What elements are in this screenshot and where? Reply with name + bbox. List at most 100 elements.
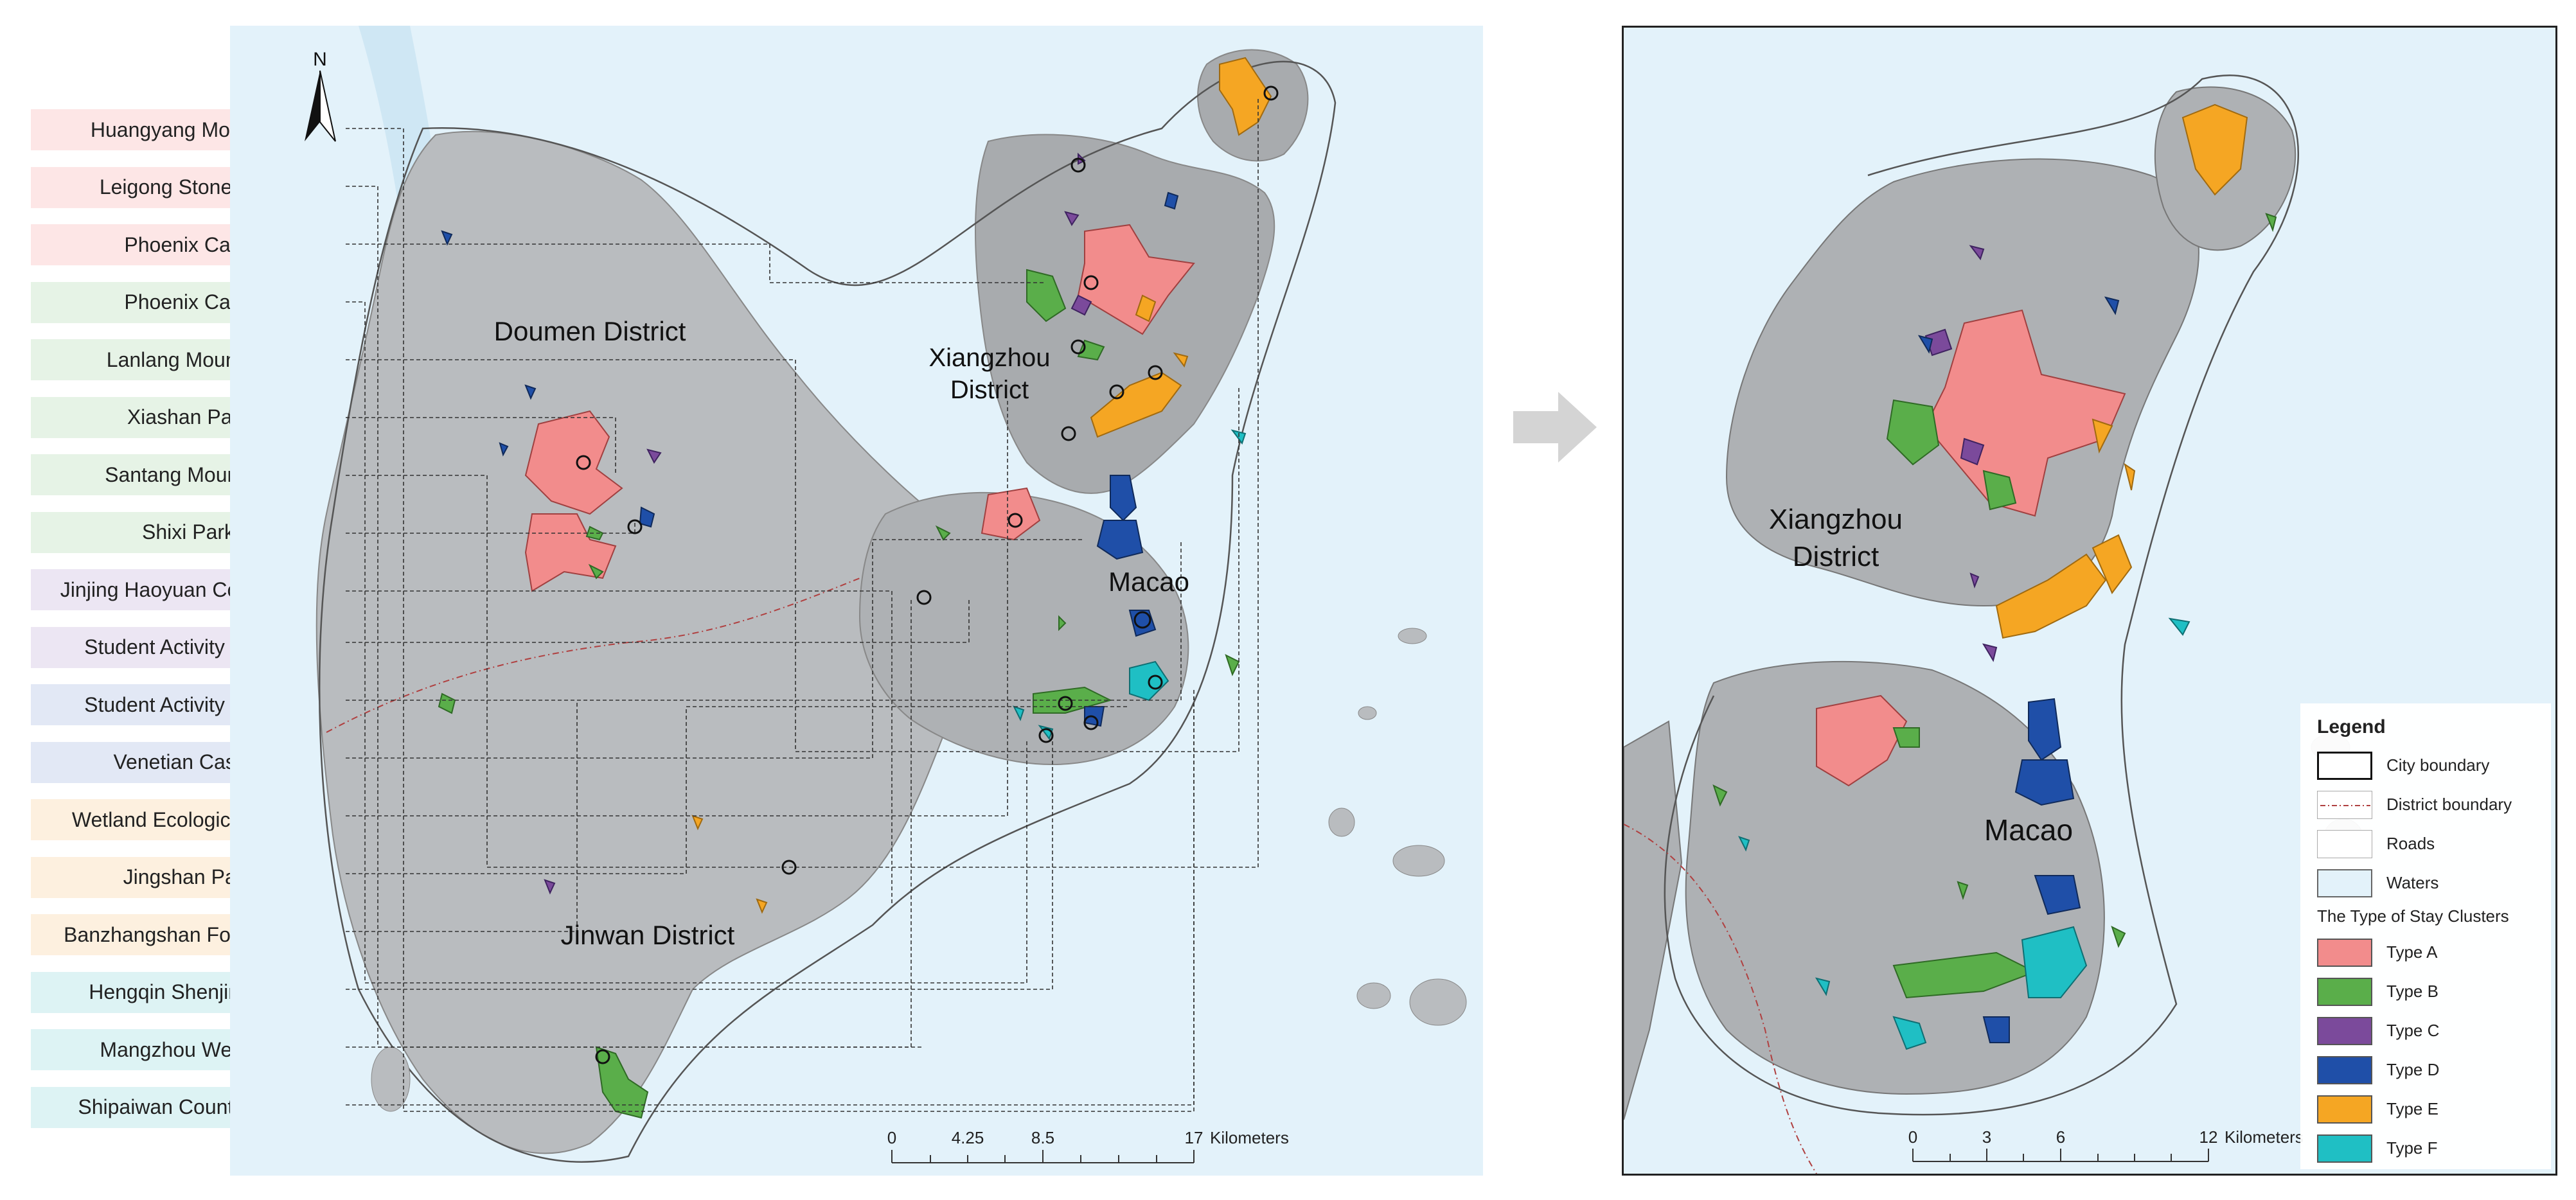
legend-swatch: [2317, 1055, 2372, 1084]
cluster-type-c: [1960, 437, 1985, 466]
district-label-jinwan: Jinwan District: [561, 920, 735, 950]
cluster-type-e: [1173, 352, 1189, 368]
cluster-type-b: [1957, 881, 1969, 901]
location-marker: [1083, 275, 1099, 290]
scale-tick: 4.25: [952, 1128, 984, 1147]
city-boundary: [1664, 75, 2299, 1116]
location-marker: [1263, 85, 1279, 101]
cluster-type-b: [1058, 615, 1067, 631]
scale-tick: 12: [2199, 1127, 2218, 1147]
cluster-type-c: [1064, 211, 1079, 226]
cluster-type-d: [1917, 335, 1933, 354]
district-label-xiangzhou: District: [950, 376, 1029, 404]
location-marker: [1133, 611, 1151, 629]
location-marker: [1008, 513, 1023, 528]
island: [1328, 807, 1355, 837]
legend-swatch: [2317, 751, 2372, 780]
cluster-type-d: [1110, 475, 1137, 522]
cluster-type-b: [1886, 399, 1940, 466]
legend-swatch: [2317, 977, 2372, 1006]
cluster-type-f: [1892, 1016, 1927, 1050]
location-marker: [1148, 675, 1163, 690]
legend-swatch: [2317, 1095, 2372, 1124]
cluster-type-b: [1982, 470, 2017, 511]
legend-label: Type D: [2386, 1060, 2440, 1079]
legend-swatch: [2317, 1134, 2372, 1163]
scale-bar: [1912, 1149, 2209, 1162]
legend-item: Type D: [2300, 1050, 2551, 1090]
cluster-type-d: [499, 442, 509, 457]
cluster-type-c: [1070, 294, 1092, 316]
cluster-type-f: [1815, 977, 1831, 996]
island: [1398, 628, 1427, 644]
cluster-type-e: [2092, 418, 2113, 454]
legend-swatch: [2317, 938, 2372, 967]
island: [371, 1046, 411, 1112]
island: [1409, 978, 1467, 1026]
location-marker: [576, 455, 591, 470]
district-label-doumen: Doumen District: [494, 316, 686, 346]
district-label-xiangzhou: Xiangzhou: [928, 344, 1050, 372]
location-marker: [1109, 384, 1124, 400]
cluster-type-d: [2028, 698, 2062, 761]
cluster-type-c: [1969, 245, 1985, 261]
cluster-type-a: [1077, 224, 1195, 335]
cluster-type-d: [441, 230, 453, 246]
location-marker: [916, 590, 932, 605]
legend-label: Type E: [2386, 1099, 2438, 1118]
cluster-type-e: [2181, 103, 2248, 196]
north-arrow-icon: [305, 70, 336, 142]
island: [1356, 982, 1391, 1009]
legend-swatch: [2317, 829, 2372, 858]
legend-item: District boundary: [2300, 785, 2551, 824]
scale-tick: 0: [1908, 1127, 1917, 1147]
cluster-type-a: [981, 487, 1041, 541]
city-boundary: [318, 60, 1337, 1163]
scale-bar: [891, 1150, 1195, 1163]
cluster-type-a: [524, 410, 623, 515]
landmass-macao-hengqin: [1685, 660, 2105, 1095]
overview-map: N Doumen District Xiangzhou District Mac…: [230, 26, 1483, 1176]
location-marker: [595, 1049, 610, 1064]
legend-swatch: [2317, 1016, 2372, 1045]
legend-item: Type F: [2300, 1129, 2551, 1168]
cluster-type-e: [1090, 371, 1182, 438]
landmass-west: [315, 130, 990, 1154]
landmass-hengqin: [858, 491, 1189, 766]
cluster-type-d: [1982, 1016, 2010, 1043]
cluster-type-c: [1982, 643, 1998, 662]
scale-unit: Kilometers: [1210, 1128, 1289, 1147]
legend-label: District boundary: [2386, 795, 2512, 814]
legend-title: Legend: [2317, 716, 2386, 737]
cluster-type-d: [524, 384, 537, 400]
cluster-type-d: [2034, 875, 2081, 915]
cluster-type-a: [1816, 694, 1908, 787]
location-marker: [1038, 728, 1054, 743]
cluster-type-c: [646, 448, 662, 464]
cluster-type-e: [1135, 294, 1157, 322]
location-marker: [781, 860, 797, 875]
island: [1358, 706, 1377, 720]
legend-label: Type C: [2386, 1021, 2440, 1040]
district-label-macao: Macao: [1984, 813, 2073, 847]
cluster-type-f: [2021, 926, 2088, 998]
legend-swatch: [2317, 790, 2372, 819]
cluster-type-b: [588, 563, 604, 579]
location-marker: [1061, 426, 1076, 441]
district-label-xiangzhou: District: [1793, 541, 1879, 572]
cluster-type-c: [544, 879, 556, 895]
cluster-type-c: [1969, 572, 1980, 589]
district-boundary: [326, 578, 860, 733]
cluster-type-d: [2014, 759, 2075, 806]
location-marker: [1070, 339, 1086, 355]
cluster-type-f: [1013, 705, 1025, 721]
scale-tick: 8.5: [1031, 1128, 1054, 1147]
legend-item: Type E: [2300, 1090, 2551, 1129]
cluster-type-f: [2168, 617, 2190, 636]
cluster-type-b: [2111, 926, 2126, 948]
cluster-type-e: [1995, 553, 2107, 639]
map-legend: Legend City boundary District boundary Roa…: [2300, 703, 2551, 1169]
legend-label: Type B: [2386, 982, 2438, 1001]
leader-lines: [346, 96, 1259, 1112]
scale-unit: Kilometers: [2225, 1127, 2304, 1147]
